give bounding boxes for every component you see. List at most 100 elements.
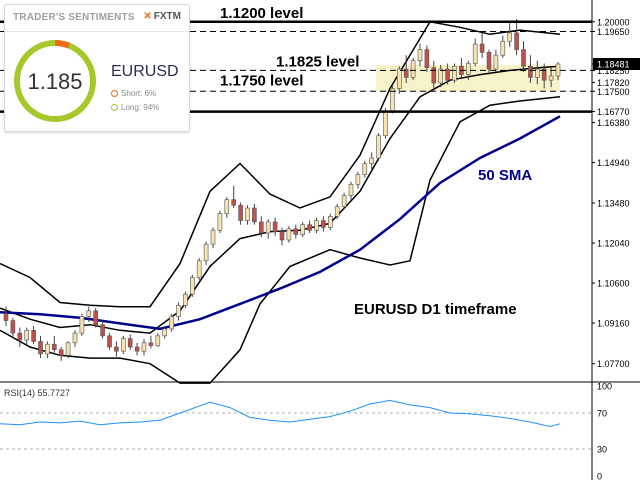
candle-body — [307, 224, 312, 231]
candle-body — [417, 49, 423, 61]
candle-body — [341, 195, 347, 207]
sentiment-widget: TRADER'S SENTIMENTS ✕ FXTM 1.185 EURUSD S… — [4, 4, 190, 132]
candle-body — [279, 231, 285, 241]
candle-body — [100, 324, 105, 337]
candle-body — [51, 343, 57, 351]
rsi-tick-label: 100 — [597, 382, 612, 392]
candle-body — [196, 260, 202, 278]
candle-body — [514, 32, 519, 50]
candle-body — [424, 49, 430, 68]
sma-annotation: 50 SMA — [478, 167, 532, 184]
sentiment-gauge — [14, 40, 96, 122]
candle-body — [31, 330, 36, 342]
short-legend: Short: 6% — [111, 89, 156, 98]
price-tick-label: 1.17820 — [597, 78, 630, 88]
candle-body — [528, 65, 533, 78]
candle-body — [327, 216, 333, 228]
candle-body — [479, 43, 485, 53]
candle-body — [265, 221, 271, 234]
candle-body — [493, 54, 499, 70]
candle-body — [127, 338, 133, 348]
candle-body — [224, 199, 230, 214]
candle-body — [58, 349, 64, 356]
candle-body — [107, 335, 112, 348]
long-dot-icon — [111, 104, 118, 112]
candle-body — [258, 221, 264, 234]
candle-body — [452, 65, 457, 81]
candle-body — [252, 207, 257, 223]
candle-body — [79, 316, 85, 334]
candle-body — [121, 338, 126, 352]
candle-body — [321, 220, 326, 228]
candle-body — [45, 343, 50, 355]
brand-mark-icon: ✕ — [143, 11, 152, 22]
price-tick-label: 1.19650 — [597, 27, 630, 37]
candle-body — [472, 43, 478, 64]
price-tick-label: 1.07700 — [597, 359, 630, 369]
candle-body — [314, 220, 319, 231]
candle-body — [431, 67, 437, 84]
candle-body — [155, 335, 161, 346]
candle-body — [217, 213, 223, 231]
price-level-label: 1.1750 level — [220, 72, 303, 89]
candle-body — [383, 110, 388, 137]
candle-body — [245, 207, 250, 221]
candle-body — [210, 229, 216, 245]
candle-body — [141, 342, 147, 352]
rsi-line — [0, 399, 561, 428]
price-level-label: 1.1200 level — [220, 5, 303, 22]
candle-body — [362, 163, 368, 175]
candle-body — [555, 63, 561, 77]
short-dot-icon — [111, 90, 118, 98]
candle-body — [507, 32, 513, 42]
candle-body — [203, 243, 209, 262]
long-legend: Long: 94% — [111, 103, 159, 112]
sma-line — [0, 115, 561, 331]
candle-body — [3, 313, 9, 321]
rsi-tick-label: 30 — [597, 445, 607, 455]
candle-body — [348, 184, 354, 196]
candle-body — [86, 310, 92, 317]
candle-body — [355, 174, 361, 185]
price-tick-label: 1.17500 — [597, 87, 630, 97]
price-tick-label: 1.16380 — [597, 118, 630, 128]
candle-body — [231, 199, 236, 206]
price-tick-label: 1.18250 — [597, 66, 630, 76]
candle-body — [38, 341, 43, 355]
candle-body — [176, 304, 181, 317]
bollinger-middle-line — [0, 65, 561, 334]
candle-body — [410, 60, 416, 78]
candle-body — [134, 346, 140, 352]
candle-body — [183, 293, 188, 306]
candle-body — [521, 49, 526, 67]
candle-body — [534, 68, 540, 78]
candle-body — [17, 332, 23, 341]
bollinger-lower-line — [0, 96, 561, 384]
candle-body — [541, 68, 547, 81]
candle-body — [293, 228, 299, 235]
short-label: Short: 6% — [121, 89, 157, 98]
candle-body — [10, 320, 16, 334]
candle-body — [548, 75, 554, 81]
candle-body — [396, 68, 402, 89]
candle-body — [403, 68, 409, 78]
candle-body — [286, 228, 292, 241]
price-tick-label: 1.14940 — [597, 158, 630, 168]
bollinger-upper-line — [0, 20, 561, 308]
candle-body — [93, 310, 98, 326]
gauge-short-arc — [14, 40, 96, 122]
candle-body — [300, 224, 306, 235]
candle-body — [162, 328, 167, 337]
rsi-tick-label: 70 — [597, 409, 607, 419]
price-tick-label: 1.12040 — [597, 239, 630, 249]
sentiment-header: TRADER'S SENTIMENTS ✕ FXTM — [5, 5, 189, 32]
candle-body — [465, 63, 471, 75]
candle-body — [148, 342, 154, 346]
candle-body — [445, 68, 450, 81]
long-label: Long: 94% — [121, 103, 160, 112]
price-tick-label: 1.13480 — [597, 199, 630, 209]
candle-body — [438, 68, 444, 84]
sentiment-title: TRADER'S SENTIMENTS — [13, 12, 135, 23]
price-tick-label: 1.18481 — [597, 60, 630, 70]
